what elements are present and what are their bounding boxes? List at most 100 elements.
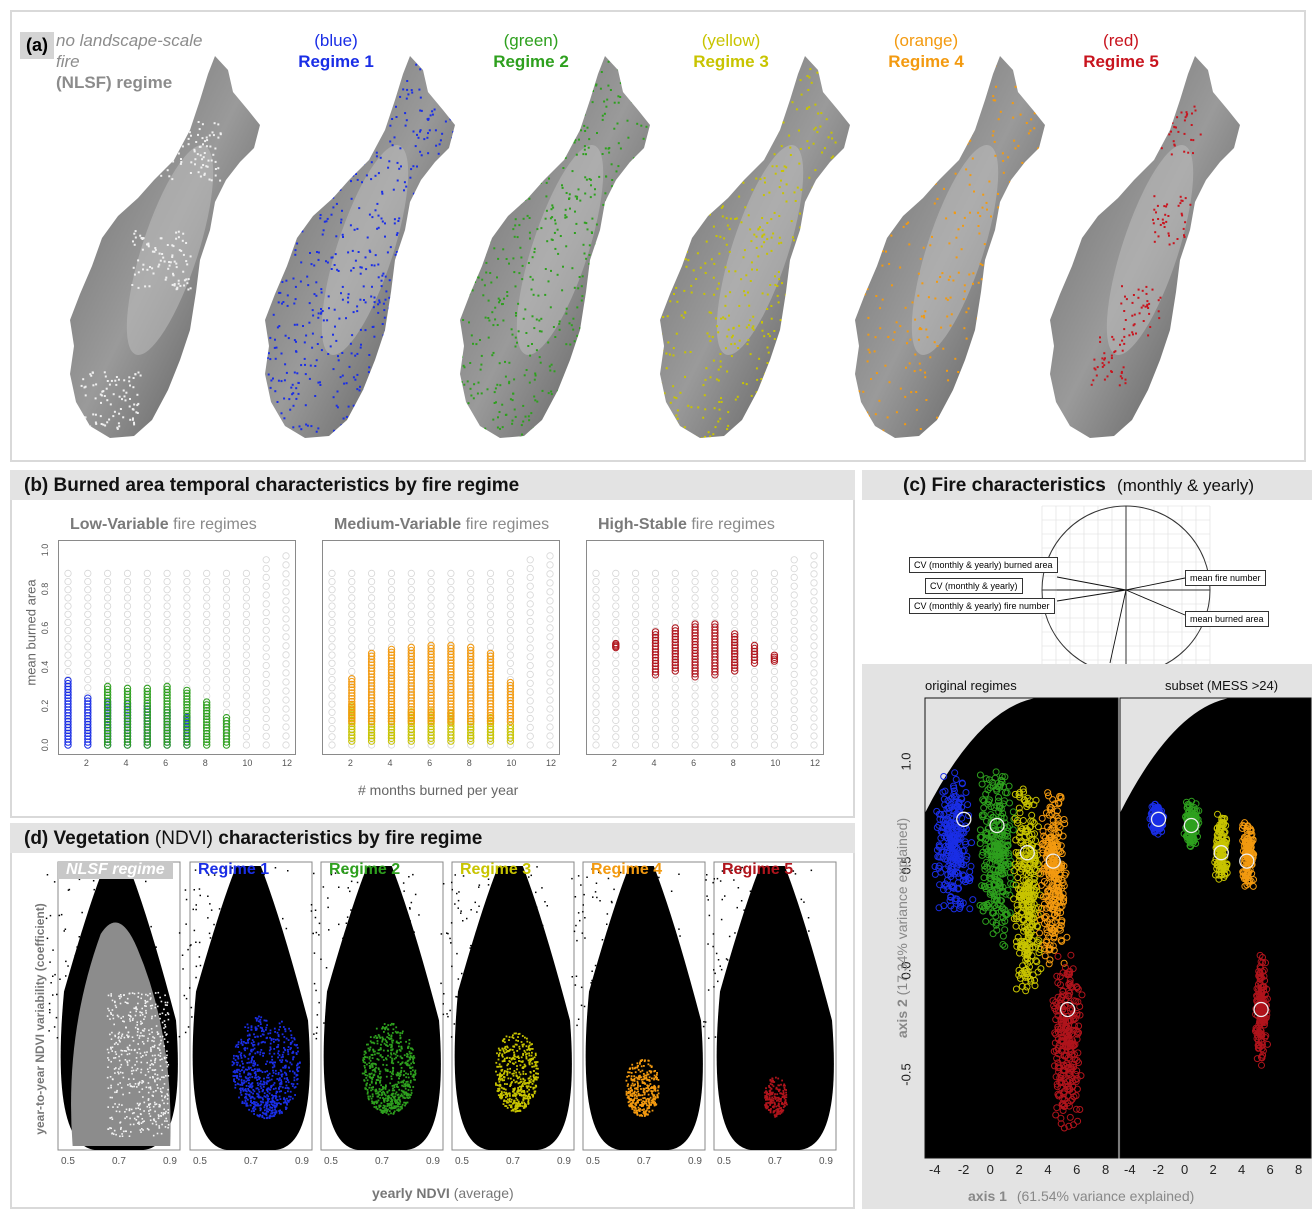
panel-c-title-bar bbox=[862, 470, 1312, 500]
ord-point bbox=[1050, 911, 1058, 919]
ord-point bbox=[1041, 920, 1048, 927]
ord-point bbox=[1061, 871, 1069, 879]
ord-point bbox=[1058, 884, 1065, 892]
ord-point bbox=[1050, 868, 1058, 876]
panel-b-subhead-2: High-Stable fire regimes bbox=[598, 516, 775, 534]
ord-point bbox=[1018, 969, 1026, 977]
ord-point bbox=[985, 776, 993, 784]
corr-vector bbox=[1056, 576, 1127, 591]
ndvi-label-4: Regime 4 bbox=[591, 861, 663, 878]
ord-point bbox=[1016, 892, 1024, 900]
ord-point bbox=[963, 852, 971, 860]
ord-point bbox=[1026, 940, 1034, 948]
ord-point bbox=[955, 801, 963, 809]
corr-label-mean-burned-area: mean burned area bbox=[1185, 611, 1269, 627]
ord-xtick-0-5: 6 bbox=[1073, 1162, 1081, 1177]
ord-point bbox=[1035, 904, 1042, 912]
map-label-top: (orange) bbox=[893, 31, 959, 50]
ord-point bbox=[935, 864, 943, 872]
madagascar-map-4 bbox=[855, 56, 1045, 438]
ord-point bbox=[1012, 938, 1020, 946]
ord-point bbox=[976, 771, 984, 779]
ord-point bbox=[986, 796, 993, 804]
panel-b-xtick: 4 bbox=[123, 758, 129, 768]
map-label-1: (blue) Regime 1 bbox=[251, 30, 421, 72]
ord-point bbox=[1011, 790, 1019, 798]
ord-point bbox=[1053, 807, 1061, 815]
ord-point bbox=[953, 835, 961, 843]
ord-point bbox=[1057, 842, 1065, 850]
map-label-2: (green) Regime 2 bbox=[446, 30, 616, 72]
panel-c-left-title: original regimes bbox=[925, 678, 1017, 693]
ord-black-cloud-1 bbox=[1120, 698, 1311, 1158]
panel-b-xlabel: # months burned per year bbox=[358, 782, 519, 798]
ord-point bbox=[949, 866, 956, 873]
panel-b-xtick: 6 bbox=[691, 758, 697, 768]
corr-label-mean-fire-number: mean fire number bbox=[1185, 570, 1266, 586]
ord-point bbox=[1057, 794, 1065, 802]
ord-point bbox=[939, 853, 947, 861]
ord-point bbox=[948, 883, 956, 891]
ord-xtick-1-2: 0 bbox=[1181, 1162, 1189, 1177]
panel-b-ytick: 0.8 bbox=[40, 582, 50, 596]
ord-point bbox=[1038, 814, 1046, 822]
ord-point bbox=[1046, 843, 1054, 851]
subhead-bold: High-Stable bbox=[598, 516, 687, 533]
ord-point bbox=[998, 773, 1006, 780]
ord-point bbox=[1000, 814, 1008, 822]
ord-point bbox=[1043, 862, 1051, 870]
panel-c-xaxis-label: axis 1 (61.54% variance explained) bbox=[968, 1188, 1194, 1204]
ord-xtick-1-3: 2 bbox=[1209, 1162, 1217, 1177]
ord-point bbox=[1005, 782, 1013, 790]
ord-point bbox=[1013, 901, 1021, 909]
ord-point bbox=[1034, 911, 1042, 919]
ord-point bbox=[1004, 849, 1012, 857]
ord-point bbox=[1028, 835, 1036, 843]
ndvi-xtick-0-2: 0.9 bbox=[163, 1156, 177, 1167]
ord-point bbox=[934, 853, 942, 861]
ord-point bbox=[1034, 860, 1042, 868]
corr-label-cv-burned-area: CV (monthly & yearly) burned area bbox=[909, 557, 1058, 573]
ord-point bbox=[1017, 970, 1025, 978]
panel-b-xtick: 12 bbox=[546, 758, 557, 768]
ord-point bbox=[942, 834, 950, 842]
panel-c-title-rest: (monthly & yearly) bbox=[1117, 476, 1255, 495]
ord-point bbox=[1022, 987, 1030, 995]
panel-b-plot-box-2 bbox=[586, 540, 824, 755]
panel-a-frame bbox=[10, 10, 1306, 462]
ord-point bbox=[1054, 814, 1062, 822]
ndvi-xtick-5-0: 0.5 bbox=[717, 1156, 731, 1167]
ord-point bbox=[1036, 929, 1043, 937]
ord-point bbox=[1051, 800, 1059, 808]
panel-b-ytick: 0.6 bbox=[40, 621, 50, 635]
panel-b-ytick: 0.4 bbox=[40, 660, 50, 674]
ord-point bbox=[1028, 830, 1036, 838]
ord-point bbox=[941, 801, 949, 809]
ord-point bbox=[986, 843, 994, 851]
ord-point bbox=[1034, 938, 1042, 946]
ord-point bbox=[1024, 950, 1031, 958]
map-label-bottom: Regime 4 bbox=[888, 52, 964, 71]
ord-point bbox=[1020, 788, 1028, 796]
ord-point bbox=[1058, 917, 1066, 925]
ord-point bbox=[1041, 952, 1049, 960]
ord-point bbox=[999, 809, 1007, 817]
map-label-bottom: Regime 2 bbox=[493, 52, 569, 71]
panel-c-yaxis-label: axis 2 (17.34% variance explained) bbox=[894, 788, 910, 1068]
ord-point bbox=[1046, 941, 1054, 949]
ord-point bbox=[1022, 977, 1030, 985]
ord-point bbox=[1036, 916, 1044, 924]
ord-point bbox=[950, 784, 958, 792]
ord-point bbox=[1015, 885, 1023, 893]
ndvi-xtick-1-2: 0.9 bbox=[295, 1156, 309, 1167]
ord-point bbox=[993, 892, 1001, 900]
ord-point bbox=[945, 827, 952, 835]
ord-point bbox=[1023, 803, 1031, 811]
ord-point bbox=[1045, 792, 1052, 800]
ord-point bbox=[978, 903, 986, 911]
ord-point bbox=[1038, 840, 1046, 848]
ord-point bbox=[978, 811, 986, 819]
panel-b-xtick: 2 bbox=[83, 758, 89, 768]
ord-point bbox=[1025, 948, 1033, 956]
ord-point bbox=[1046, 956, 1054, 964]
